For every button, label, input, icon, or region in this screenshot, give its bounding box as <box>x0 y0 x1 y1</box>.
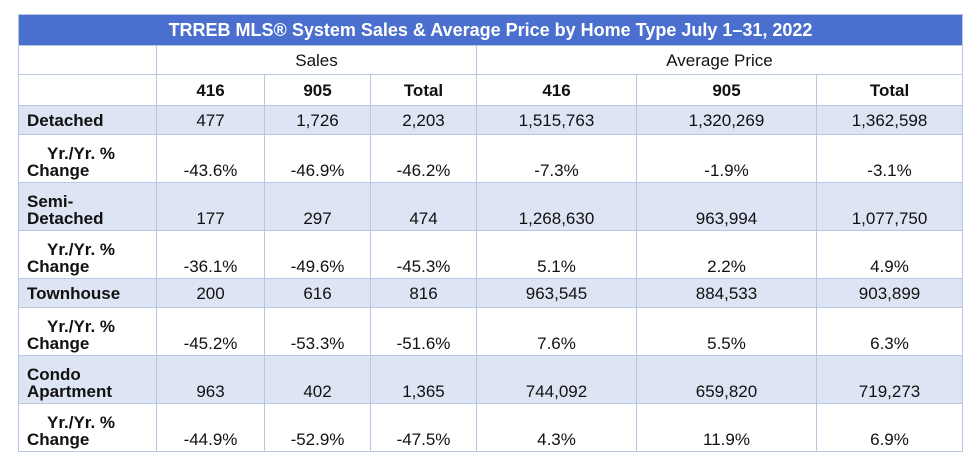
table-cell: -44.9% <box>156 403 265 452</box>
table-cell: -52.9% <box>264 403 371 452</box>
table-cell: 719,273 <box>815 355 964 404</box>
row-label-line1: Condo <box>27 365 81 384</box>
table-cell: 816 <box>370 278 477 308</box>
column-header-empty <box>18 74 157 106</box>
row-label: Yr./Yr. % Change <box>18 403 157 452</box>
column-header-price-total: Total <box>815 74 964 106</box>
row-label: Semi- Detached <box>18 182 157 231</box>
row-label-line2: Change <box>27 430 90 449</box>
table-cell: 963,994 <box>636 182 817 231</box>
table-cell: 11.9% <box>636 403 817 452</box>
table-row-semi-detached-change: Yr./Yr. % Change -36.1% -49.6% -45.3% 5.1… <box>18 230 964 279</box>
row-label: Yr./Yr. % Change <box>18 230 157 279</box>
table-cell: 6.9% <box>815 403 964 452</box>
table-cell: 963,545 <box>476 278 637 308</box>
row-label-line1: Yr./Yr. % <box>47 240 116 259</box>
table-cell: 6.3% <box>815 307 964 356</box>
row-label-line1: Yr./Yr. % <box>47 413 116 432</box>
table-cell: -45.2% <box>156 307 265 356</box>
table-cell: 7.6% <box>476 307 637 356</box>
table-cell: -46.9% <box>264 134 371 183</box>
table-cell: 2,203 <box>370 105 477 135</box>
row-label: Condo Apartment <box>18 355 157 404</box>
table-cell: 1,365 <box>370 355 477 404</box>
table-cell: 477 <box>156 105 265 135</box>
table-row-condo-apartment-change: Yr./Yr. % Change -44.9% -52.9% -47.5% 4.3… <box>18 403 964 452</box>
table-cell: -43.6% <box>156 134 265 183</box>
row-label-line2: Apartment <box>27 382 113 401</box>
table-cell: 200 <box>156 278 265 308</box>
table-cell: 1,726 <box>264 105 371 135</box>
group-header-empty <box>18 45 157 75</box>
table-row-condo-apartment: Condo Apartment 963 402 1,365 744,092 659… <box>18 355 964 404</box>
row-label-line1: Yr./Yr. % <box>47 144 116 163</box>
table-cell: 5.5% <box>636 307 817 356</box>
table-cell: 963 <box>156 355 265 404</box>
table-cell: 884,533 <box>636 278 817 308</box>
row-label-line2: Detached <box>27 209 104 228</box>
group-header-average-price: Average Price <box>475 45 964 75</box>
table-cell: 616 <box>264 278 371 308</box>
title-row: TRREB MLS® System Sales & Average Price … <box>17 14 964 46</box>
table-cell: 474 <box>370 182 477 231</box>
table-cell: 1,077,750 <box>815 182 964 231</box>
table-cell: 1,268,630 <box>476 182 637 231</box>
table-cell: -45.3% <box>370 230 477 279</box>
row-label-line1: Townhouse <box>27 283 121 303</box>
table-row-detached-change: Yr./Yr. % Change -43.6% -46.9% -46.2% -7.… <box>18 134 964 183</box>
row-label: Detached <box>18 105 157 135</box>
table-cell: -47.5% <box>370 403 477 452</box>
row-label-line1: Detached <box>27 110 104 130</box>
table-cell: 1,362,598 <box>815 105 964 135</box>
table-cell: -46.2% <box>370 134 477 183</box>
row-label-line1: Semi- <box>27 192 74 211</box>
table-cell: 4.3% <box>476 403 637 452</box>
table-cell: 297 <box>264 182 371 231</box>
group-header-sales: Sales <box>156 45 477 75</box>
table-cell: -36.1% <box>156 230 265 279</box>
table-cell: -1.9% <box>636 134 817 183</box>
sales-price-table: TRREB MLS® System Sales & Average Price … <box>17 14 964 452</box>
column-header-sales-416: 416 <box>156 74 265 106</box>
table-cell: 177 <box>156 182 265 231</box>
table-cell: -49.6% <box>264 230 371 279</box>
row-label: Yr./Yr. % Change <box>18 307 157 356</box>
row-label-line2: Change <box>27 257 90 276</box>
table-row-semi-detached: Semi- Detached 177 297 474 1,268,630 963,… <box>18 182 964 231</box>
table-cell: 1,515,763 <box>476 105 637 135</box>
table-cell: -3.1% <box>815 134 964 183</box>
row-label: Yr./Yr. % Change <box>18 134 157 183</box>
row-label-line1: Yr./Yr. % <box>47 317 116 336</box>
table-cell: -7.3% <box>476 134 637 183</box>
table-cell: 659,820 <box>636 355 817 404</box>
row-label: Townhouse <box>18 278 157 308</box>
table-cell: -51.6% <box>370 307 477 356</box>
table-title: TRREB MLS® System Sales & Average Price … <box>17 14 964 46</box>
column-header-sales-905: 905 <box>264 74 371 106</box>
table-cell: -53.3% <box>264 307 371 356</box>
table-cell: 402 <box>264 355 371 404</box>
row-label-line2: Change <box>27 161 90 180</box>
column-header-sales-total: Total <box>370 74 477 106</box>
sales-price-table-container: TRREB MLS® System Sales & Average Price … <box>17 14 964 452</box>
column-header-row: 416 905 Total 416 905 Total <box>18 74 964 106</box>
table-cell: 1,320,269 <box>636 105 817 135</box>
table-cell: 744,092 <box>476 355 637 404</box>
table-row-detached: Detached 477 1,726 2,203 1,515,763 1,320… <box>18 105 964 135</box>
table-cell: 5.1% <box>476 230 637 279</box>
row-label-line2: Change <box>27 334 90 353</box>
table-cell: 2.2% <box>636 230 817 279</box>
column-header-price-416: 416 <box>476 74 637 106</box>
table-cell: 4.9% <box>815 230 964 279</box>
group-header-row: Sales Average Price <box>18 45 964 75</box>
table-cell: 903,899 <box>815 278 964 308</box>
table-row-townhouse: Townhouse 200 616 816 963,545 884,533 90… <box>18 278 964 308</box>
table-row-townhouse-change: Yr./Yr. % Change -45.2% -53.3% -51.6% 7.6… <box>18 307 964 356</box>
column-header-price-905: 905 <box>636 74 817 106</box>
